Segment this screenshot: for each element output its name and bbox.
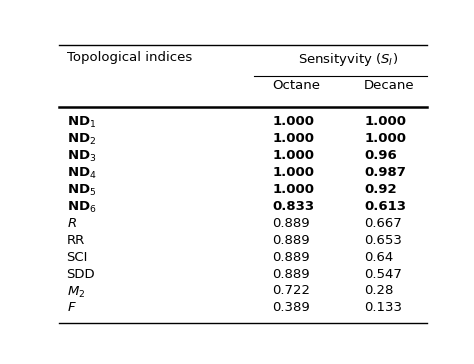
Text: ND$_4$: ND$_4$ bbox=[66, 166, 96, 181]
Text: 0.889: 0.889 bbox=[272, 251, 310, 264]
Text: ND$_3$: ND$_3$ bbox=[66, 149, 96, 164]
Text: ND$_5$: ND$_5$ bbox=[66, 183, 96, 198]
Text: 0.889: 0.889 bbox=[272, 234, 310, 247]
Text: 0.613: 0.613 bbox=[364, 200, 406, 213]
Text: 0.28: 0.28 bbox=[364, 285, 393, 297]
Text: Topological indices: Topological indices bbox=[66, 51, 192, 64]
Text: 1.000: 1.000 bbox=[272, 132, 314, 145]
Text: 0.653: 0.653 bbox=[364, 234, 402, 247]
Text: ND$_1$: ND$_1$ bbox=[66, 115, 96, 130]
Text: 0.833: 0.833 bbox=[272, 200, 314, 213]
Text: SDD: SDD bbox=[66, 268, 95, 281]
Text: 0.133: 0.133 bbox=[364, 301, 402, 314]
Text: $F$: $F$ bbox=[66, 301, 76, 314]
Text: 1.000: 1.000 bbox=[272, 183, 314, 196]
Text: 1.000: 1.000 bbox=[272, 166, 314, 179]
Text: RR: RR bbox=[66, 234, 85, 247]
Text: 0.389: 0.389 bbox=[272, 301, 310, 314]
Text: 0.987: 0.987 bbox=[364, 166, 406, 179]
Text: 0.722: 0.722 bbox=[272, 285, 310, 297]
Text: 0.667: 0.667 bbox=[364, 217, 402, 230]
Text: 1.000: 1.000 bbox=[272, 115, 314, 128]
Text: $R$: $R$ bbox=[66, 217, 76, 230]
Text: 0.889: 0.889 bbox=[272, 217, 310, 230]
Text: 0.92: 0.92 bbox=[364, 183, 397, 196]
Text: ND$_2$: ND$_2$ bbox=[66, 132, 96, 147]
Text: 0.889: 0.889 bbox=[272, 268, 310, 281]
Text: 0.96: 0.96 bbox=[364, 149, 397, 162]
Text: Sensityvity ($S_I$): Sensityvity ($S_I$) bbox=[298, 51, 398, 68]
Text: 1.000: 1.000 bbox=[272, 149, 314, 162]
Text: Octane: Octane bbox=[272, 79, 320, 92]
Text: $M_2$: $M_2$ bbox=[66, 285, 85, 300]
Text: 1.000: 1.000 bbox=[364, 132, 406, 145]
Text: 1.000: 1.000 bbox=[364, 115, 406, 128]
Text: 0.547: 0.547 bbox=[364, 268, 402, 281]
Text: 0.64: 0.64 bbox=[364, 251, 393, 264]
Text: ND$_6$: ND$_6$ bbox=[66, 200, 96, 215]
Text: SCI: SCI bbox=[66, 251, 88, 264]
Text: Decane: Decane bbox=[364, 79, 415, 92]
